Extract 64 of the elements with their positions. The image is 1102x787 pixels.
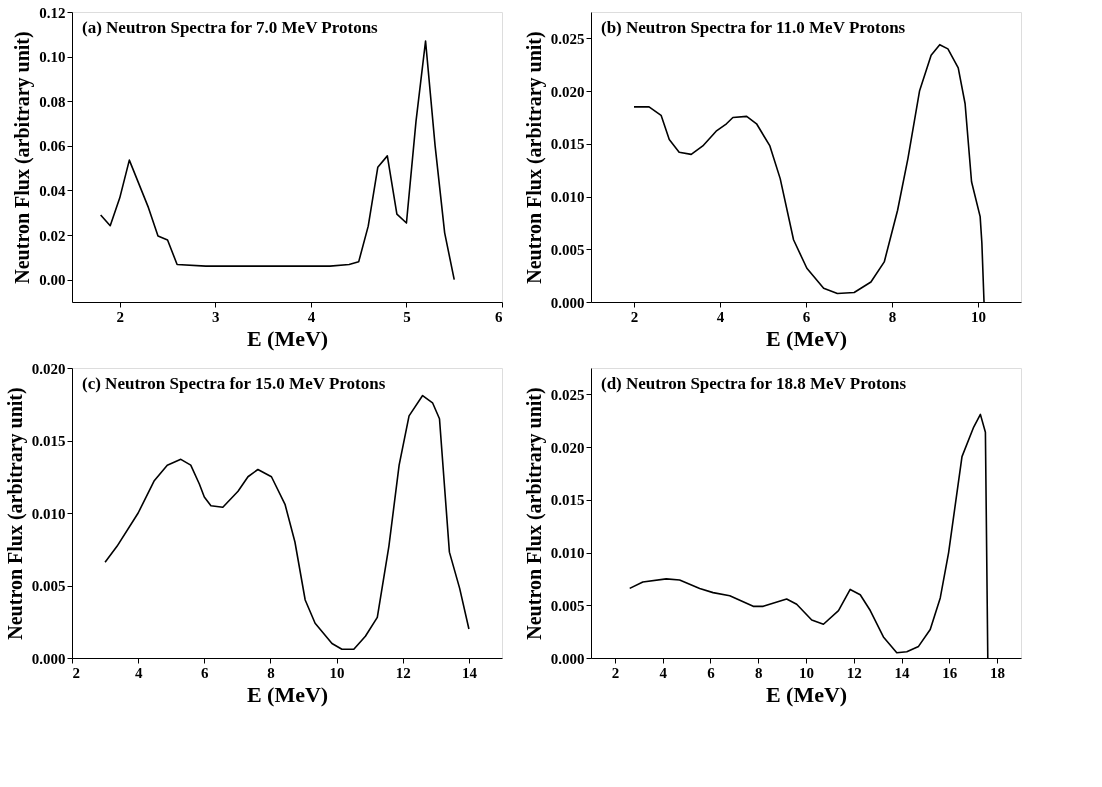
y-axis-title: Neutron Flux (arbitrary unit) xyxy=(3,387,27,640)
x-tick-label: 10 xyxy=(799,664,814,681)
y-tick-label: 0.005 xyxy=(550,597,585,614)
line-series xyxy=(99,40,456,281)
x-tick-label: 4 xyxy=(659,664,668,681)
x-tick-label: 3 xyxy=(212,308,220,325)
x-tick-label: 4 xyxy=(134,664,143,681)
x-tick-label: 14 xyxy=(461,664,478,681)
y-tick-label: 0.010 xyxy=(31,505,66,522)
x-tick-label: 12 xyxy=(846,664,862,681)
y-tick-label: 0.06 xyxy=(39,138,66,155)
x-tick-label: 2 xyxy=(116,308,125,325)
y-tick-label: 0.020 xyxy=(31,360,66,377)
x-tick-label: 2 xyxy=(72,664,80,681)
y-tick-label: 0.025 xyxy=(550,30,585,47)
y-tick-label: 0.010 xyxy=(550,545,585,562)
x-tick-label: 10 xyxy=(971,308,986,325)
x-tick-label: 5 xyxy=(403,308,411,325)
x-tick-label: 18 xyxy=(990,664,1006,681)
y-tick-label: 0.04 xyxy=(39,182,66,199)
x-axis-title: E (MeV) xyxy=(765,681,848,707)
x-tick-label: 8 xyxy=(888,308,897,325)
line-series xyxy=(104,394,470,651)
y-tick-label: 0.00 xyxy=(39,272,66,289)
y-tick-label: 0.02 xyxy=(39,227,66,244)
chart-title: (d) Neutron Spectra for 18.8 MeV Protons xyxy=(601,374,907,393)
y-tick-label: 0.015 xyxy=(550,492,585,509)
y-tick-label: 0.10 xyxy=(39,49,66,66)
x-tick-label: 8 xyxy=(754,664,763,681)
y-tick-label: 0.000 xyxy=(31,650,66,667)
y-tick-label: 0.020 xyxy=(550,83,585,100)
chart-title: (c) Neutron Spectra for 15.0 MeV Protons xyxy=(82,374,386,393)
x-tick-label: 14 xyxy=(894,664,911,681)
y-tick-label: 0.020 xyxy=(550,439,585,456)
y-tick-label: 0.005 xyxy=(550,241,585,258)
x-tick-label: 2 xyxy=(611,664,620,681)
y-tick-label: 0.12 xyxy=(39,4,66,21)
y-tick-label: 0.015 xyxy=(550,136,585,153)
chart-title: (a) Neutron Spectra for 7.0 MeV Protons xyxy=(82,18,379,37)
x-tick-label: 4 xyxy=(307,308,316,325)
chart-title: (b) Neutron Spectra for 11.0 MeV Protons xyxy=(601,18,906,37)
y-tick-label: 0.000 xyxy=(550,650,585,667)
y-tick-label: 0.010 xyxy=(550,189,585,206)
y-tick-label: 0.000 xyxy=(550,294,585,311)
x-tick-label: 16 xyxy=(942,664,958,681)
y-axis-title: Neutron Flux (arbitrary unit) xyxy=(11,31,35,284)
x-tick-label: 12 xyxy=(395,664,411,681)
x-tick-label: 2 xyxy=(630,308,639,325)
x-axis-title: E (MeV) xyxy=(246,681,329,707)
y-axis-title: Neutron Flux (arbitrary unit) xyxy=(522,387,546,640)
x-tick-label: 6 xyxy=(802,308,811,325)
x-tick-label: 6 xyxy=(201,664,210,681)
y-axis-title: Neutron Flux (arbitrary unit) xyxy=(522,31,546,284)
y-tick-label: 0.015 xyxy=(31,433,66,449)
y-tick-label: 0.08 xyxy=(39,93,66,110)
x-axis-title: E (MeV) xyxy=(765,325,848,351)
x-tick-label: 6 xyxy=(707,664,716,681)
y-tick-label: 0.025 xyxy=(550,386,585,403)
y-tick-label: 0.005 xyxy=(31,578,66,594)
x-tick-label: 6 xyxy=(495,308,503,325)
x-tick-label: 4 xyxy=(716,308,725,325)
x-tick-label: 8 xyxy=(267,664,275,681)
x-tick-label: 10 xyxy=(329,664,345,681)
x-axis-title: E (MeV) xyxy=(246,325,329,351)
